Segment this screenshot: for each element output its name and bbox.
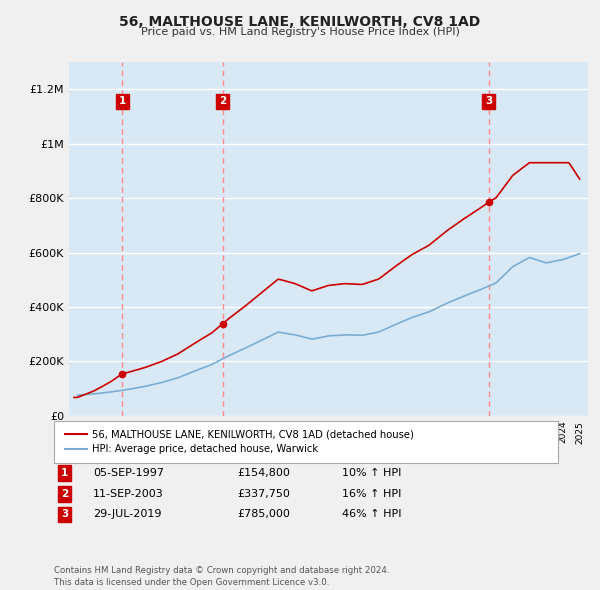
Text: £337,750: £337,750 bbox=[237, 489, 290, 499]
Text: 2: 2 bbox=[61, 489, 68, 499]
Text: 29-JUL-2019: 29-JUL-2019 bbox=[93, 510, 161, 519]
Text: 10% ↑ HPI: 10% ↑ HPI bbox=[342, 468, 401, 478]
Legend: 56, MALTHOUSE LANE, KENILWORTH, CV8 1AD (detached house), HPI: Average price, de: 56, MALTHOUSE LANE, KENILWORTH, CV8 1AD … bbox=[59, 424, 420, 460]
Text: £154,800: £154,800 bbox=[237, 468, 290, 478]
Text: 05-SEP-1997: 05-SEP-1997 bbox=[93, 468, 164, 478]
Text: Contains HM Land Registry data © Crown copyright and database right 2024.
This d: Contains HM Land Registry data © Crown c… bbox=[54, 566, 389, 587]
Text: 3: 3 bbox=[485, 96, 492, 106]
Text: 11-SEP-2003: 11-SEP-2003 bbox=[93, 489, 164, 499]
Text: 3: 3 bbox=[61, 510, 68, 519]
Text: Price paid vs. HM Land Registry's House Price Index (HPI): Price paid vs. HM Land Registry's House … bbox=[140, 27, 460, 37]
Text: 1: 1 bbox=[61, 468, 68, 478]
Text: £785,000: £785,000 bbox=[237, 510, 290, 519]
Text: 46% ↑ HPI: 46% ↑ HPI bbox=[342, 510, 401, 519]
Text: 1: 1 bbox=[118, 96, 125, 106]
Text: 56, MALTHOUSE LANE, KENILWORTH, CV8 1AD: 56, MALTHOUSE LANE, KENILWORTH, CV8 1AD bbox=[119, 15, 481, 29]
Text: 2: 2 bbox=[219, 96, 226, 106]
Text: 16% ↑ HPI: 16% ↑ HPI bbox=[342, 489, 401, 499]
